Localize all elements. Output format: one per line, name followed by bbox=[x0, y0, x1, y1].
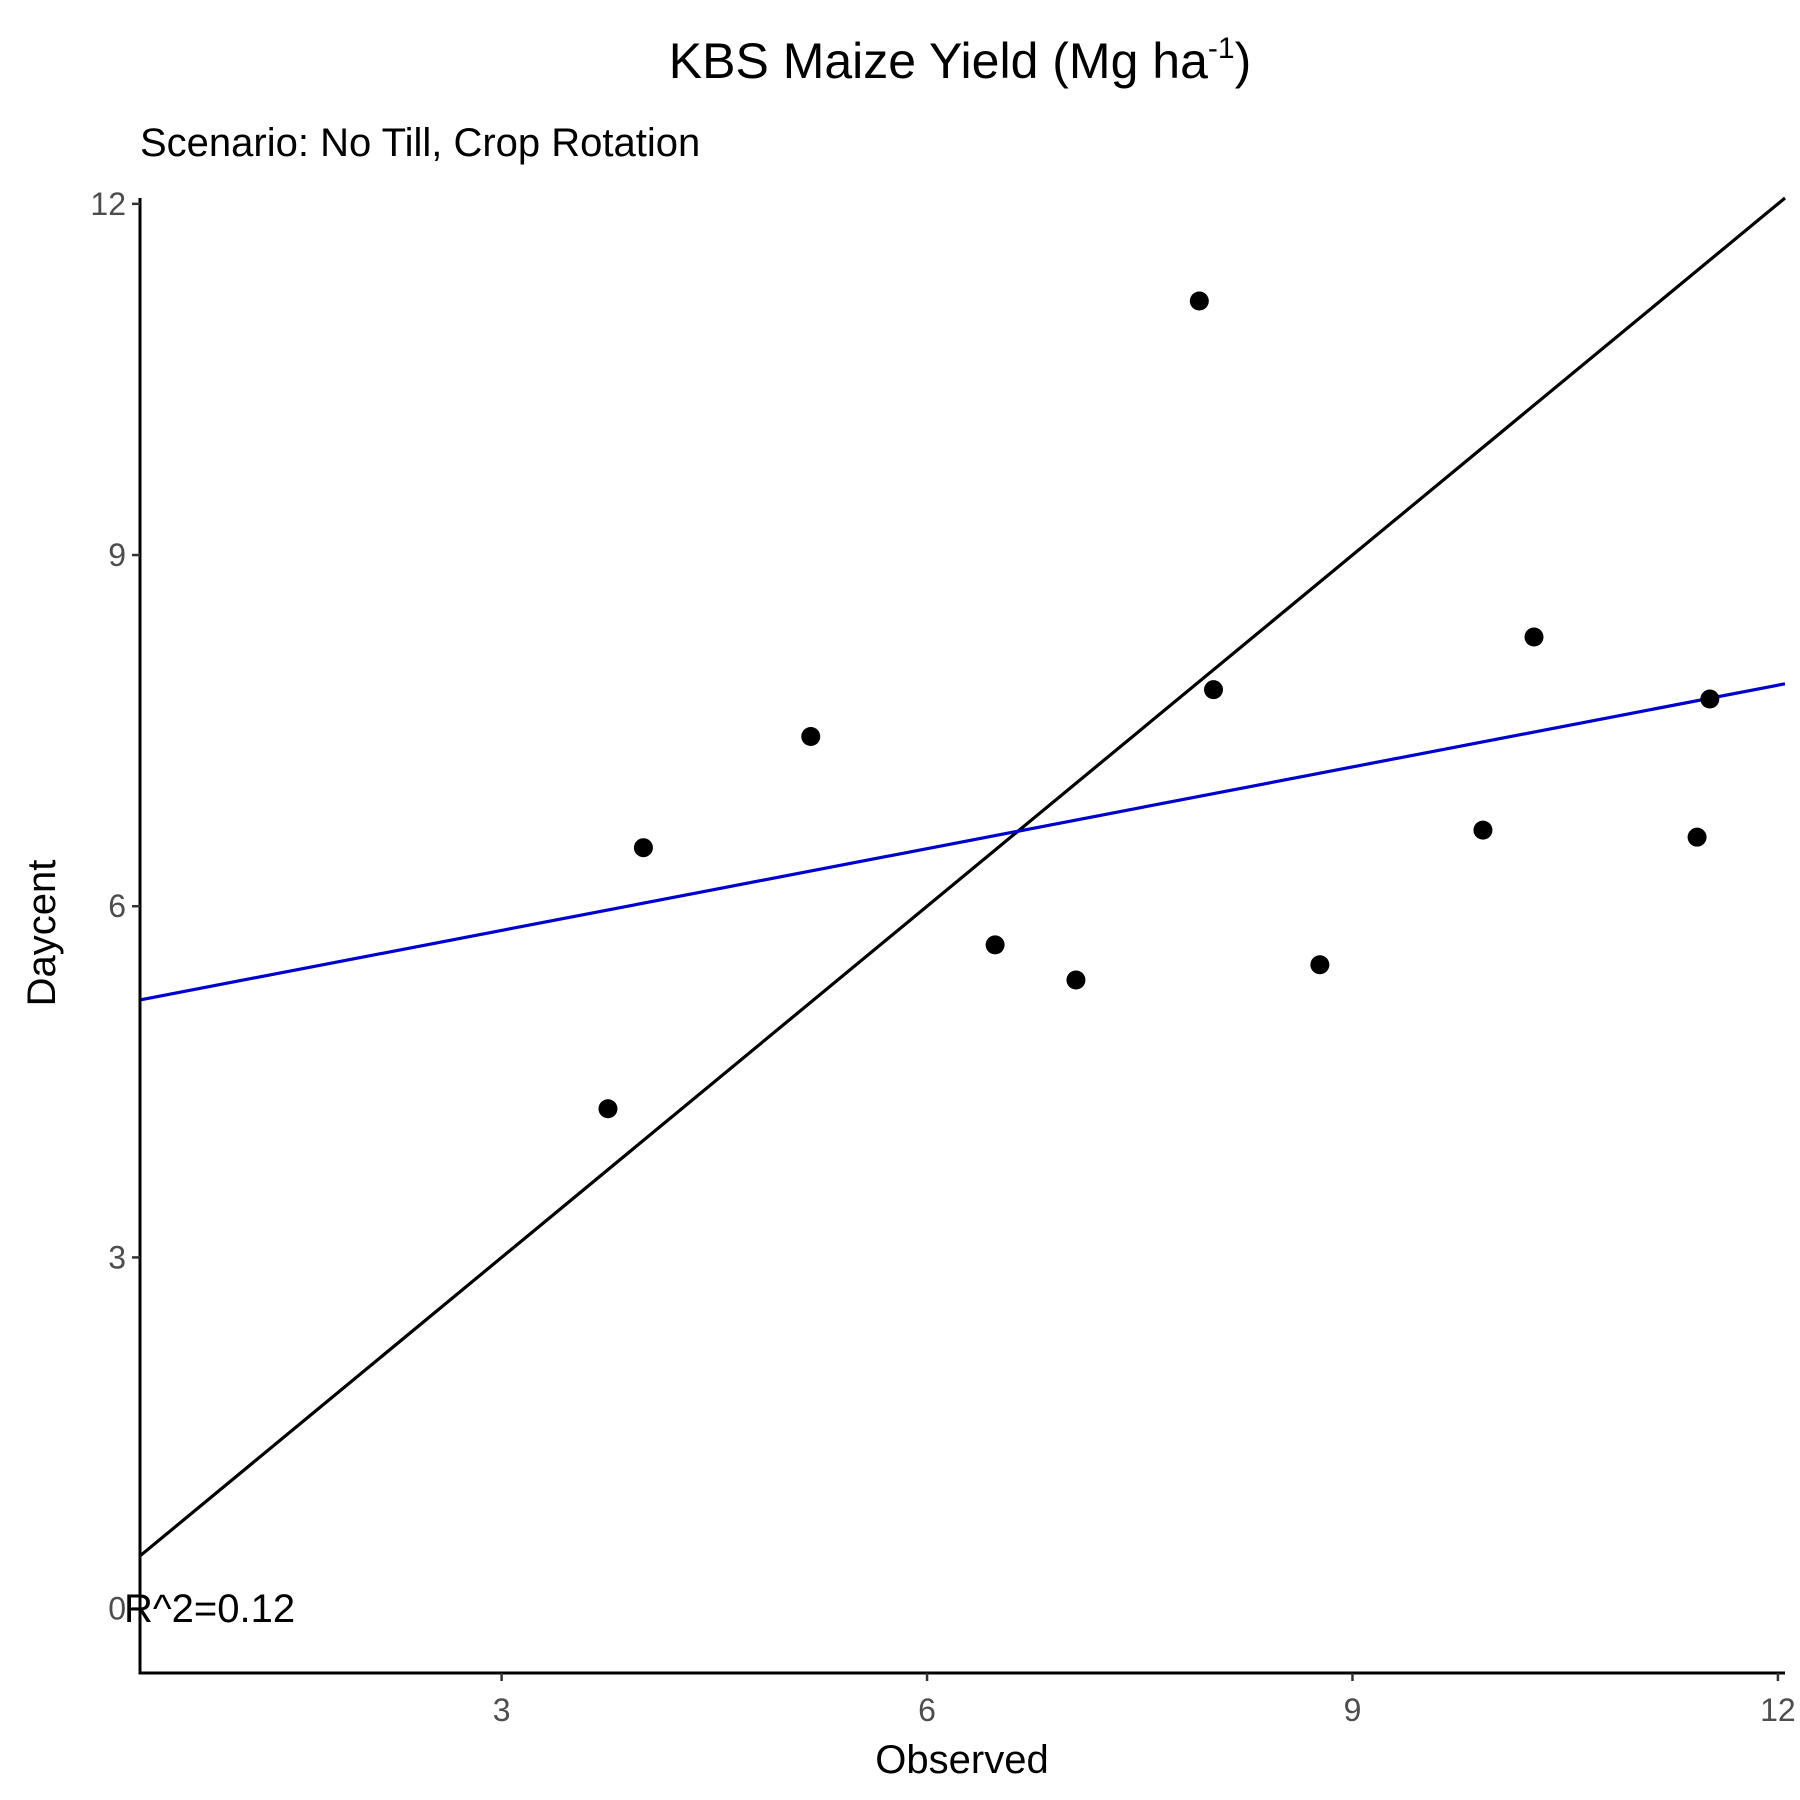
points-layer bbox=[598, 291, 1720, 1119]
data-point bbox=[801, 726, 821, 746]
chart-title-main: KBS Maize Yield (Mg ha bbox=[669, 33, 1208, 89]
x-axis-label: Observed bbox=[875, 1738, 1048, 1782]
chart-title-suffix: ) bbox=[1235, 33, 1252, 89]
data-point bbox=[1204, 680, 1224, 700]
plot-area bbox=[138, 196, 1787, 1558]
y-tick-label: 9 bbox=[108, 537, 126, 573]
data-point bbox=[1310, 955, 1330, 975]
regression-line bbox=[139, 682, 1786, 1002]
data-point bbox=[1189, 291, 1209, 311]
data-point bbox=[1473, 820, 1493, 840]
y-axis-label: Daycent bbox=[20, 860, 64, 1007]
x-axis-ticks: 3 6 9 12 bbox=[493, 1673, 1796, 1728]
y-tick-label: 3 bbox=[108, 1239, 126, 1275]
data-point bbox=[633, 838, 653, 858]
data-point bbox=[1524, 627, 1544, 647]
r-squared-annotation: R^2=0.12 bbox=[124, 1587, 295, 1631]
y-tick-label: 12 bbox=[90, 186, 126, 222]
chart-title-superscript: -1 bbox=[1208, 32, 1235, 65]
data-point bbox=[1700, 689, 1720, 709]
y-tick-label: 0 bbox=[108, 1591, 126, 1627]
data-point bbox=[985, 935, 1005, 955]
x-tick-label: 9 bbox=[1344, 1692, 1362, 1728]
data-point bbox=[1066, 970, 1086, 990]
y-axis-ticks: 0 3 6 9 12 bbox=[90, 186, 140, 1627]
data-point bbox=[598, 1099, 618, 1119]
data-point bbox=[1687, 827, 1707, 847]
chart-subtitle: Scenario: No Till, Crop Rotation bbox=[140, 121, 700, 165]
x-tick-label: 6 bbox=[918, 1692, 936, 1728]
identity-line bbox=[138, 196, 1787, 1558]
y-tick-label: 6 bbox=[108, 888, 126, 924]
lines-layer bbox=[138, 196, 1787, 1558]
chart-title: KBS Maize Yield (Mg ha-1) bbox=[669, 32, 1251, 89]
x-tick-label: 3 bbox=[493, 1692, 511, 1728]
x-tick-label: 12 bbox=[1760, 1692, 1796, 1728]
